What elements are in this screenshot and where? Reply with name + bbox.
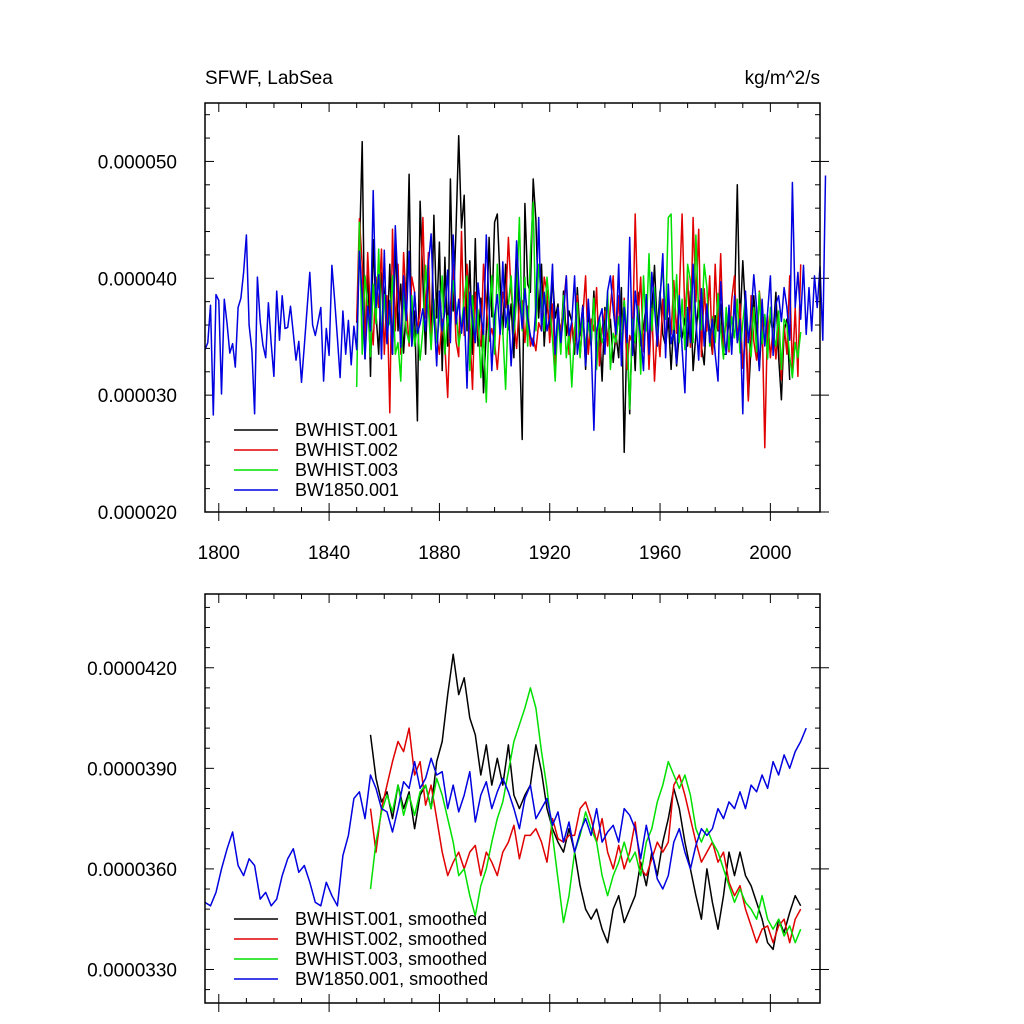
x-tick-label: 1800	[198, 543, 240, 564]
legend-label: BW1850.001, smoothed	[295, 969, 488, 989]
y-tick-label: 0.000020	[98, 503, 177, 524]
y-tick-label: 0.0000420	[87, 659, 177, 680]
x-tick-label: 1880	[418, 543, 460, 564]
legend-label: BWHIST.001, smoothed	[295, 909, 487, 929]
y-tick-label: 0.0000330	[87, 960, 177, 981]
y-tick-label: 0.000030	[98, 386, 177, 407]
y-tick-label: 0.0000360	[87, 860, 177, 881]
legend-label: BWHIST.003	[295, 460, 398, 480]
units-label: kg/m^2/s	[745, 68, 820, 89]
chart-title: SFWF, LabSea	[205, 68, 333, 89]
x-tick-label: 1960	[639, 543, 681, 564]
legend-label: BWHIST.002	[295, 440, 398, 460]
top-panel: SFWF, LabSea kg/m^2/s 1800 1840 1880 1920 19…	[98, 68, 829, 564]
y-tick-label: 0.000040	[98, 269, 177, 290]
top-plot-frame	[204, 102, 821, 513]
y-tick-label: 0.0000390	[87, 759, 177, 780]
x-tick-label: 2000	[749, 543, 791, 564]
series-line-1	[369, 653, 802, 951]
series-line-3	[355, 201, 802, 410]
y-tick-label: 0.000050	[98, 152, 177, 173]
series-line-3	[369, 687, 802, 944]
legend-label: BWHIST.001	[295, 420, 398, 440]
x-tick-label: 1840	[308, 543, 350, 564]
legend-label: BWHIST.002, smoothed	[295, 929, 487, 949]
series-line-2	[369, 727, 802, 944]
bottom-plot-frame	[204, 593, 821, 1004]
legend-label: BWHIST.003, smoothed	[295, 949, 487, 969]
series-line-4	[204, 727, 807, 907]
legend-label: BW1850.001	[295, 480, 399, 500]
bottom-panel: 0.0000330 0.0000360 0.0000390 0.0000420 BWH…	[87, 593, 829, 1012]
x-tick-label: 1920	[529, 543, 571, 564]
series-line-4	[204, 175, 827, 431]
